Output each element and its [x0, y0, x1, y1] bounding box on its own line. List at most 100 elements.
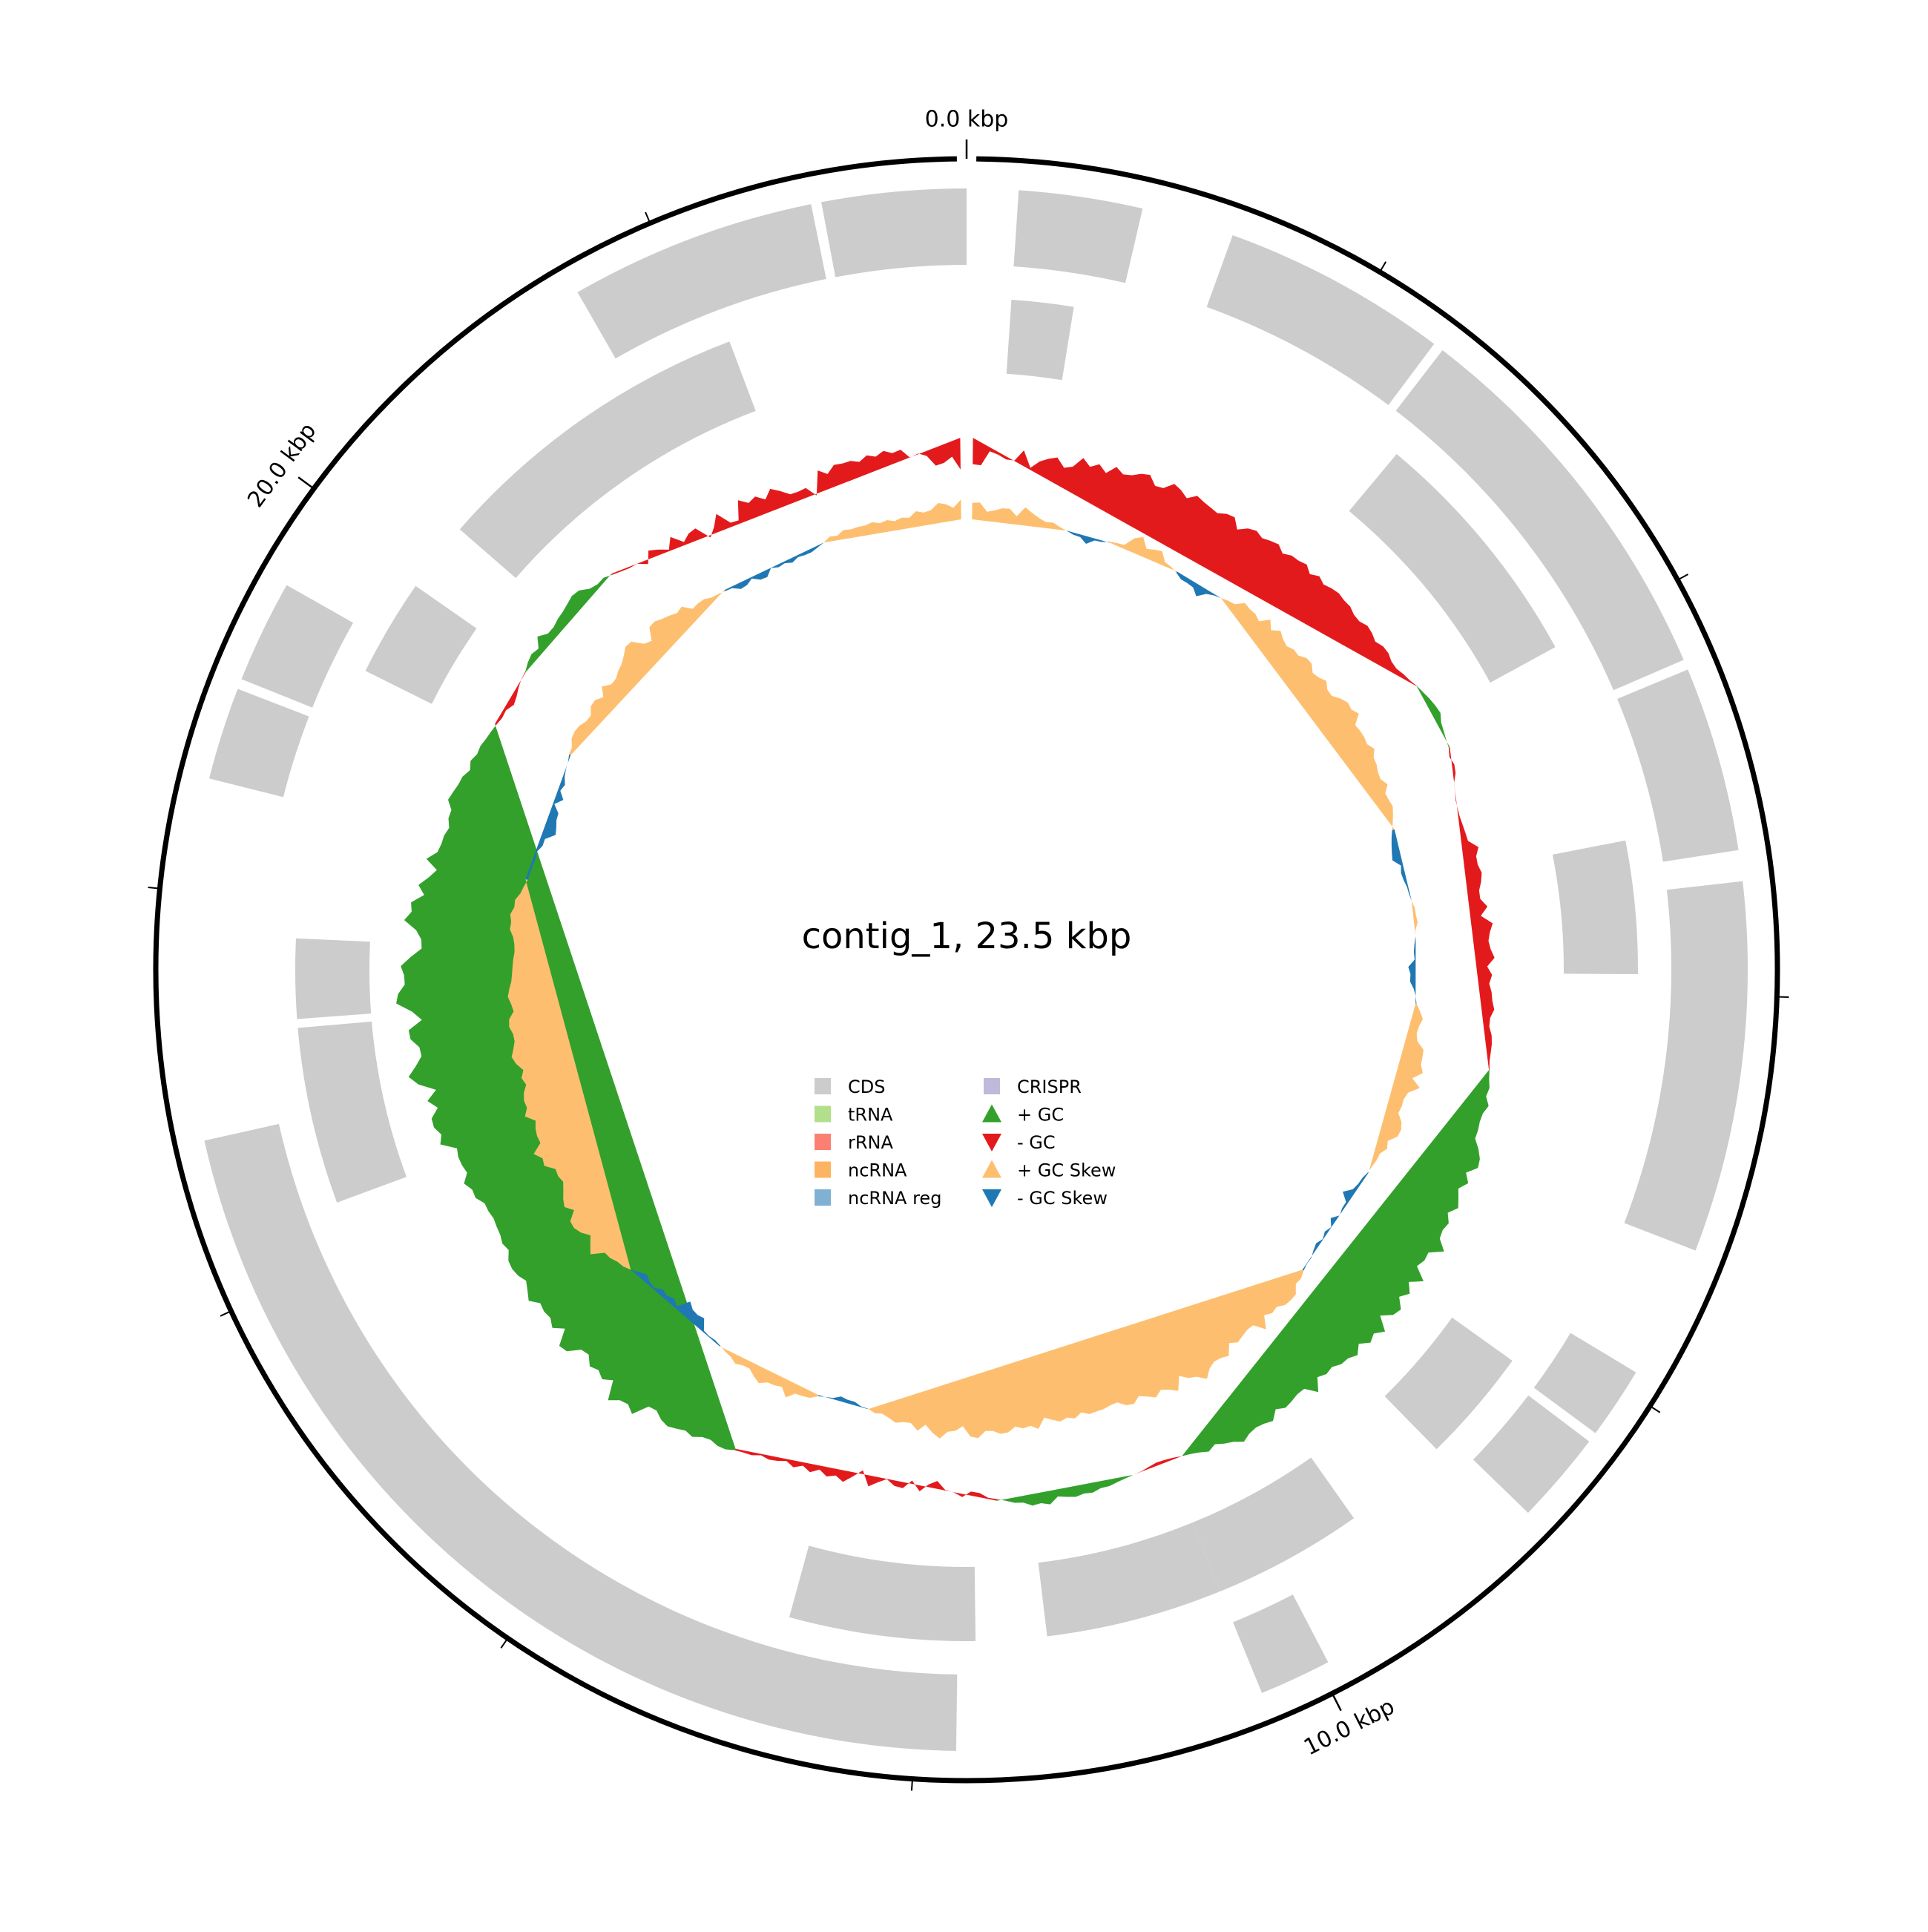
- gc-skew-negative: [631, 1269, 720, 1347]
- legend-item: + GC Skew: [982, 1160, 1116, 1181]
- cds-feature: [1552, 840, 1639, 974]
- cds-track: [204, 188, 1748, 1751]
- minor-tick: [1649, 1405, 1661, 1413]
- gc-content-negative: [1449, 747, 1495, 1071]
- cds-feature: [1384, 1317, 1513, 1450]
- legend-triangle-down-icon: [982, 1134, 1001, 1151]
- minor-tick: [500, 1637, 509, 1649]
- legend-item: tRNA: [815, 1105, 893, 1126]
- gc-skew-negative: [817, 1395, 869, 1410]
- legend-label: CRISPR: [1017, 1077, 1082, 1097]
- gc-skew-negative: [1408, 937, 1417, 1004]
- cds-feature: [1473, 1395, 1590, 1513]
- minor-tick: [1379, 261, 1387, 273]
- legend: CDS tRNA rRNA ncRNA ncRNA reg CRISPR + GC - GC +…: [815, 1077, 1116, 1209]
- cds-feature: [821, 188, 967, 277]
- gc-content-negative: [495, 671, 527, 725]
- legend-item: - GC: [982, 1132, 1056, 1153]
- legend-label: + GC: [1017, 1105, 1064, 1126]
- major-tick: [297, 476, 315, 490]
- gc-skew-positive: [972, 502, 1067, 531]
- cds-feature: [365, 585, 477, 704]
- legend-swatch: [815, 1161, 831, 1178]
- cds-feature: [209, 689, 309, 798]
- tick-label: 0.0 kbp: [925, 107, 1009, 133]
- legend-item: CDS: [815, 1077, 885, 1097]
- gc-skew-positive: [1367, 1003, 1424, 1173]
- minor-tick: [148, 886, 160, 890]
- cds-feature: [1395, 350, 1684, 691]
- gc-content-positive: [996, 1474, 1134, 1506]
- major-tick: [1331, 1692, 1342, 1712]
- legend-label: ncRNA: [848, 1160, 907, 1181]
- gc-skew-negative: [1391, 829, 1412, 901]
- legend-swatch: [815, 1078, 831, 1094]
- gc-content-track: [396, 438, 1495, 1506]
- legend-item: ncRNA: [815, 1160, 907, 1181]
- legend-triangle-up-icon: [982, 1160, 1001, 1178]
- cds-feature: [1013, 190, 1143, 283]
- cds-feature: [1006, 300, 1074, 381]
- cds-feature: [1206, 235, 1435, 405]
- cds-feature: [1617, 669, 1739, 862]
- legend-label: CDS: [848, 1077, 885, 1097]
- gc-skew-positive: [1411, 901, 1418, 938]
- genome-axis-circle: [153, 156, 1780, 1784]
- gc-skew-track: [507, 499, 1424, 1439]
- gc-skew-positive: [868, 1269, 1304, 1439]
- gc-skew-positive: [569, 590, 726, 755]
- cds-feature: [789, 1545, 976, 1641]
- gc-skew-positive: [823, 499, 961, 543]
- chart-title: contig_1, 23.5 kbp: [802, 916, 1132, 957]
- gc-content-negative: [611, 438, 961, 575]
- gc-skew-negative: [1302, 1172, 1369, 1271]
- gc-skew-negative: [1176, 571, 1221, 599]
- legend-item: ncRNA reg: [815, 1188, 941, 1209]
- cds-feature: [459, 341, 756, 579]
- legend-label: tRNA: [848, 1105, 893, 1126]
- gc-content-positive: [525, 574, 613, 672]
- gc-skew-positive: [507, 879, 631, 1270]
- legend-label: + GC Skew: [1017, 1160, 1116, 1181]
- minor-tick: [1777, 996, 1789, 999]
- legend-triangle-up-icon: [982, 1104, 1001, 1123]
- cds-feature: [241, 585, 354, 708]
- legend-label: - GC: [1017, 1132, 1056, 1153]
- gc-content-positive: [1182, 1070, 1490, 1456]
- legend-item: CRISPR: [984, 1077, 1082, 1097]
- gc-skew-positive: [720, 1345, 819, 1398]
- gc-content-negative: [1133, 1456, 1182, 1475]
- gc-skew-negative: [724, 542, 824, 591]
- legend-swatch: [984, 1078, 1000, 1094]
- legend-swatch: [815, 1134, 831, 1150]
- cds-feature: [1038, 1522, 1221, 1637]
- cds-feature: [1233, 1594, 1329, 1693]
- legend-label: ncRNA reg: [848, 1188, 941, 1209]
- legend-item: rRNA: [815, 1132, 893, 1153]
- legend-item: - GC Skew: [982, 1188, 1108, 1209]
- gc-content-negative: [973, 438, 1418, 686]
- cds-feature: [1192, 1457, 1355, 1591]
- gc-content-negative: [734, 1448, 997, 1501]
- legend-label: rRNA: [848, 1132, 893, 1153]
- legend-swatch: [815, 1189, 831, 1206]
- minor-tick: [220, 1310, 231, 1317]
- legend-item: + GC: [982, 1104, 1064, 1126]
- legend-swatch: [815, 1105, 831, 1123]
- gc-skew-negative: [525, 754, 571, 880]
- minor-tick: [645, 211, 651, 224]
- cds-feature: [1624, 881, 1748, 1251]
- legend-triangle-down-icon: [982, 1189, 1001, 1207]
- cds-feature: [1349, 454, 1556, 683]
- cds-feature: [577, 204, 826, 359]
- cds-feature: [1533, 1333, 1636, 1433]
- gc-skew-negative: [1067, 530, 1110, 544]
- legend-label: - GC Skew: [1017, 1188, 1108, 1209]
- cds-feature: [297, 1021, 407, 1203]
- cds-feature: [295, 938, 372, 1019]
- gc-skew-positive: [1109, 536, 1177, 573]
- gc-content-positive: [1416, 686, 1450, 748]
- minor-tick: [1677, 574, 1689, 581]
- cds-feature: [204, 1123, 958, 1751]
